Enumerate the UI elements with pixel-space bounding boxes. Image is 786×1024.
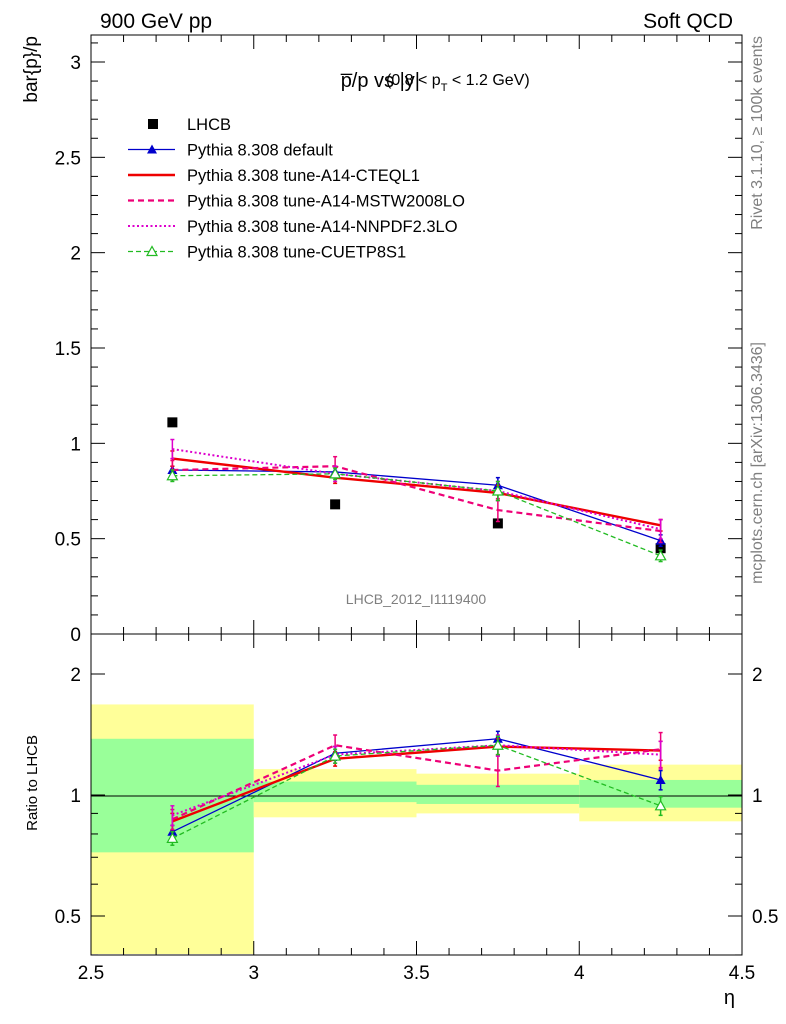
data-point <box>330 499 341 510</box>
series-line <box>172 473 661 557</box>
data-point <box>167 417 178 428</box>
ratio-frame <box>90 633 743 956</box>
series-marker <box>655 774 666 784</box>
ratio-y-tick-label-right: 1 <box>752 786 763 807</box>
series-marker <box>654 799 667 811</box>
series-nnpdf <box>170 438 663 540</box>
ratio-bands <box>91 704 742 954</box>
title-range: (0.8 < pT < 1.2 GeV) <box>386 72 530 94</box>
ratio-y-axis-label: Ratio to LHCB <box>24 735 41 831</box>
main-panel: bar{p}/p p̅/p vs |y| (0.8 < pT < 1.2 GeV… <box>21 34 743 646</box>
series-marker <box>329 749 342 761</box>
ratio-y-tick-label: 0.5 <box>55 907 81 928</box>
ratio-y-tick-label: 2 <box>70 665 81 686</box>
uncertainty-band-inner <box>253 781 417 803</box>
x-ticks: 2.5 3 3.5 4 4.5 <box>78 35 755 984</box>
series-line <box>171 744 661 821</box>
ratio-panel: 0.5 0.5 1 1 2 2 2.5 3 3.5 4 4.5 Ratio to LHCB η <box>24 35 778 1009</box>
x-tick-label: 4 <box>574 963 585 984</box>
uncertainty-band-inner <box>416 784 580 804</box>
main-y-ticks: 0.5 1 1.5 2 2.5 3 0 <box>55 42 742 646</box>
series-line <box>172 744 661 839</box>
y-tick-label: 1.5 <box>55 339 81 360</box>
legend-marker <box>145 245 159 257</box>
rivet-label: Rivet 3.1.10, ≥ 100k events <box>749 36 766 230</box>
x-tick-label: 2.5 <box>78 963 104 984</box>
series-marker <box>166 469 179 481</box>
x-tick-label: 3.5 <box>403 963 429 984</box>
legend-label: LHCB <box>187 116 231 134</box>
mcplots-label: mcplots.cern.ch [arXiv:1306.3436] <box>749 342 766 584</box>
title-sub: T <box>441 82 448 94</box>
title-range-a: (0.8 < p <box>386 72 441 89</box>
legend-label: Pythia 8.308 tune-CUETP8S1 <box>187 244 406 262</box>
y-tick-label: 0.5 <box>55 530 81 551</box>
ratio-y-tick-label: 1 <box>70 786 81 807</box>
series-cteql1 <box>170 450 663 532</box>
analysis-watermark: LHCB_2012_I1119400 <box>346 591 487 607</box>
series-line <box>172 448 661 531</box>
data-point <box>655 543 666 554</box>
legend-label: Pythia 8.308 tune-A14-CTEQL1 <box>187 167 420 185</box>
y-tick-label: 2.5 <box>55 148 81 169</box>
title-main: p̅/p vs |y| <box>341 70 420 92</box>
legend-marker <box>148 119 158 129</box>
x-tick-label: 3 <box>248 963 259 984</box>
series-mstw <box>170 455 663 544</box>
x-tick-label: 4.5 <box>729 963 755 984</box>
series-marker <box>491 738 504 750</box>
ratio-series <box>166 730 667 846</box>
ratio-y-tick-label-right: 2 <box>752 665 763 686</box>
header-left: 900 GeV pp <box>100 10 212 33</box>
series-line <box>172 744 661 817</box>
series-marker <box>654 549 667 561</box>
y-tick-label: 3 <box>70 53 81 74</box>
y-tick-label: 1 <box>70 434 81 455</box>
series-line <box>172 465 661 533</box>
series-marker <box>329 467 342 479</box>
x-axis-label: η <box>724 987 735 1009</box>
series-marker <box>166 832 179 843</box>
legend-label: Pythia 8.308 tune-A14-MSTW2008LO <box>187 193 465 211</box>
ratio-y-tick-label-right: 0.5 <box>752 907 778 928</box>
data-point <box>492 518 503 529</box>
title-range-b: < 1.2 GeV) <box>447 72 529 89</box>
main-y-axis-label: bar{p}/p <box>21 36 42 103</box>
header-right: Soft QCD <box>643 10 733 33</box>
series-default <box>167 465 666 548</box>
series-line <box>171 745 661 823</box>
legend: LHCB Pythia 8.308 default Pythia 8.308 tun… <box>128 116 465 262</box>
series-data <box>167 417 666 554</box>
main-plot-title: p̅/p vs |y| <box>341 70 420 92</box>
main-series <box>166 417 667 563</box>
legend-label: Pythia 8.308 default <box>187 142 333 160</box>
y-tick-label-zero: 0 <box>70 625 81 646</box>
series-marker <box>491 484 504 496</box>
y-tick-label: 2 <box>70 244 81 265</box>
series-cuetp8s1 <box>166 735 667 846</box>
legend-marker <box>147 144 157 154</box>
series-line <box>172 469 661 542</box>
legend-label: Pythia 8.308 tune-A14-NNPDF2.3LO <box>187 218 458 236</box>
series-cuetp8s1 <box>166 467 667 563</box>
